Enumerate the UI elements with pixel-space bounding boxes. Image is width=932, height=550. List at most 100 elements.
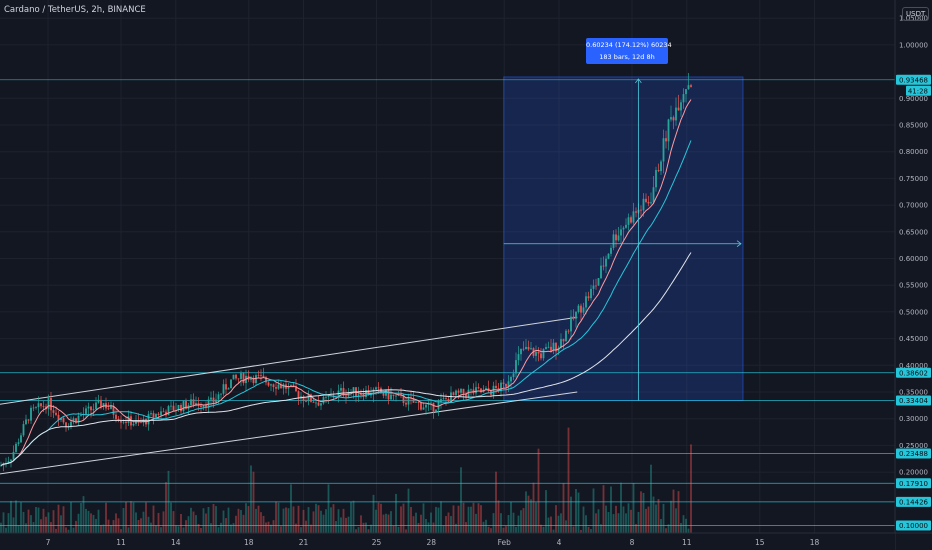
- volume-bar: [70, 502, 72, 533]
- candle-body: [540, 353, 542, 359]
- volume-bar: [480, 505, 482, 533]
- volume-bar: [212, 503, 215, 533]
- level-badge-label: 0.17910: [899, 480, 928, 488]
- candle-body: [617, 235, 620, 241]
- candle-body: [565, 330, 567, 342]
- volume-bar: [397, 526, 400, 533]
- volume-bar: [157, 512, 160, 533]
- volume-bar: [255, 508, 257, 533]
- candle-body: [190, 399, 192, 406]
- candle-body: [297, 391, 300, 399]
- volume-bar: [187, 516, 190, 533]
- candle-body: [672, 117, 675, 121]
- volume-bar: [375, 509, 377, 533]
- volume-bar: [507, 515, 510, 533]
- volume-bar: [65, 527, 67, 533]
- volume-bar: [327, 484, 330, 533]
- volume-bar: [585, 515, 587, 533]
- candle-body: [167, 406, 170, 416]
- volume-bar: [180, 514, 182, 533]
- candle-body: [387, 389, 390, 400]
- currency-label[interactable]: USDT: [902, 7, 930, 21]
- candle-body: [567, 330, 570, 332]
- volume-bar: [472, 502, 475, 533]
- candle-body: [675, 107, 677, 121]
- candle-body: [590, 288, 592, 299]
- volume-bar: [122, 508, 125, 533]
- candle-body: [120, 420, 122, 423]
- candle-body: [70, 421, 72, 427]
- volume-bar: [392, 525, 395, 533]
- candle-body: [602, 265, 605, 267]
- volume-bar: [592, 488, 595, 533]
- volume-bar: [347, 516, 350, 533]
- time-tick-label: 11: [682, 538, 692, 547]
- horizontal-levels[interactable]: [0, 79, 895, 526]
- candle-body: [215, 399, 217, 403]
- candle-body: [500, 382, 502, 392]
- volume-bar: [537, 448, 540, 533]
- channel-lower-line: [0, 391, 578, 475]
- candle-body: [622, 227, 625, 230]
- volume-bar: [200, 527, 202, 533]
- candle-body: [122, 421, 125, 423]
- time-axis[interactable]: 7 11 14 18 21 25 28 Feb 4 8 11 15 18: [0, 532, 932, 550]
- candle-body: [450, 392, 452, 403]
- level-badge-label: 0.23488: [899, 450, 928, 458]
- candle-body: [92, 409, 95, 411]
- time-tick-label: 8: [630, 538, 635, 547]
- volume-bar: [415, 512, 417, 533]
- volume-bar: [30, 515, 32, 533]
- volume-bar: [75, 520, 77, 533]
- candle-body: [102, 403, 105, 407]
- candle-body: [577, 305, 580, 312]
- candle-body: [60, 417, 62, 421]
- volume-bar: [357, 527, 360, 533]
- candle-body: [95, 402, 97, 410]
- volume-bar: [17, 525, 20, 533]
- candle-body: [352, 387, 355, 393]
- volume-bar: [80, 503, 82, 533]
- candle-body: [220, 393, 222, 395]
- trend-channel[interactable]: [0, 316, 578, 477]
- price-axis[interactable]: 1.05000 1.00000 0.90000 0.85000 0.80000 0.750…: [894, 0, 932, 550]
- volume-bar: [280, 526, 282, 533]
- candle-body: [182, 400, 185, 412]
- candle-body: [155, 413, 157, 418]
- volume-bar: [525, 491, 527, 533]
- level-badge: [896, 395, 931, 406]
- volume-bar: [210, 523, 212, 533]
- candle-body: [435, 409, 437, 412]
- volume-bar: [35, 507, 37, 533]
- volume-bar: [37, 507, 40, 533]
- volume-bar: [72, 527, 75, 533]
- candle-body: [72, 418, 75, 422]
- level-badge: [896, 448, 931, 459]
- candle-body: [627, 217, 630, 225]
- volume-bar: [20, 502, 22, 533]
- volume-bar: [240, 510, 242, 533]
- candle-body: [10, 459, 12, 462]
- candle-body: [402, 395, 405, 403]
- volume-bar: [105, 502, 107, 533]
- candle-body: [325, 396, 327, 398]
- candle-body: [462, 388, 465, 394]
- volume-bar: [7, 513, 10, 533]
- volume-bar: [675, 508, 677, 533]
- volume-bar: [587, 526, 590, 533]
- candle-body: [545, 347, 547, 350]
- candle-body: [455, 390, 457, 396]
- candle-body: [550, 346, 552, 351]
- candle-body: [25, 419, 27, 425]
- volume-bar: [652, 496, 655, 533]
- volume-bar: [380, 503, 382, 533]
- volume-bar: [442, 525, 445, 533]
- candle-body: [370, 394, 372, 396]
- candle-body: [460, 388, 462, 393]
- candle-body: [75, 418, 77, 423]
- candle-body: [222, 384, 225, 394]
- volume-bar: [447, 512, 450, 533]
- candle-body: [305, 401, 307, 402]
- volume-bar: [365, 522, 367, 533]
